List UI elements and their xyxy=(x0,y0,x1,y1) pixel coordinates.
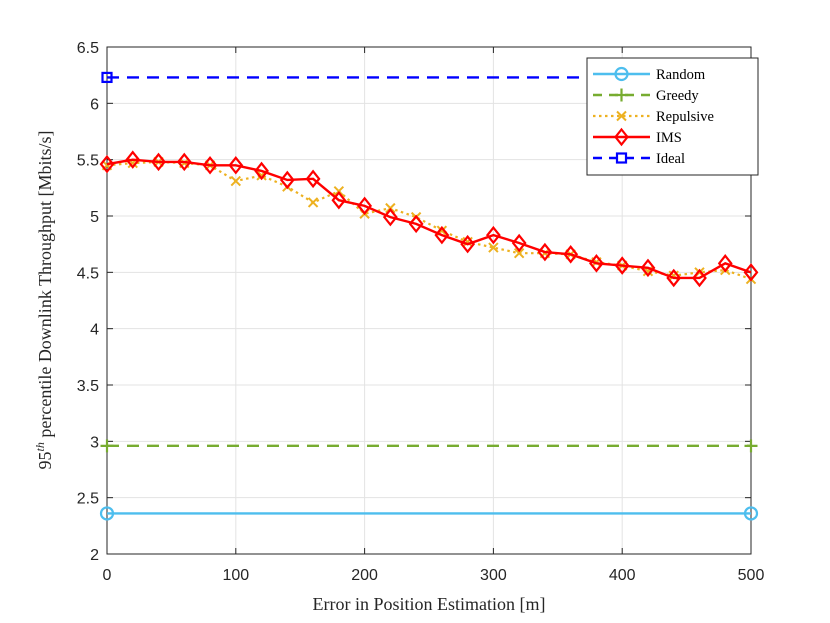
y-tick-label: 3.5 xyxy=(77,378,99,395)
ims-point xyxy=(614,256,630,275)
axes-box xyxy=(106,46,752,555)
ims-point xyxy=(408,214,424,234)
legend-marker-ims xyxy=(614,127,629,147)
legend-label-greedy: Greedy xyxy=(656,88,699,104)
ims-point xyxy=(254,161,269,181)
legend-marker-greedy xyxy=(615,88,628,102)
y-tick-label: 6.5 xyxy=(77,40,99,57)
y-axis-title-superscript: th xyxy=(33,442,47,451)
ims-point xyxy=(743,263,759,282)
repulsive-point xyxy=(488,242,499,253)
ims-point xyxy=(460,234,476,254)
ims-point xyxy=(228,156,244,175)
ims-point xyxy=(563,245,579,264)
ims-point xyxy=(717,254,733,273)
ims-point xyxy=(305,169,321,189)
legend-label-repulsive: Repulsive xyxy=(656,109,714,125)
legend-marker-repulsive xyxy=(616,110,627,122)
ims-point xyxy=(640,258,656,278)
ims-point xyxy=(589,254,604,273)
ims-point xyxy=(125,150,141,169)
x-tick-label: 200 xyxy=(351,567,378,584)
random-point xyxy=(743,506,759,521)
ims-point xyxy=(279,170,295,190)
ims-point xyxy=(537,242,553,262)
y-tick-label: 5 xyxy=(90,209,99,226)
random-point xyxy=(99,506,115,521)
ims-point xyxy=(151,152,166,172)
x-tick-label: 400 xyxy=(609,567,636,584)
repulsive-point xyxy=(513,247,525,259)
greedy-point xyxy=(100,439,114,453)
legend-label-ims: IMS xyxy=(656,130,682,146)
x-axis-title: Error in Position Estimation [m] xyxy=(313,594,546,614)
tick-labels: 0 100 200 300 400 500 2 2.5 3 3.5 4 4.5 5 5.5 6 6.5 xyxy=(77,40,765,584)
x-tick-label: 0 xyxy=(103,567,112,584)
y-tick-label: 3 xyxy=(90,434,99,451)
y-tick-label: 2.5 xyxy=(77,491,99,508)
ims-point xyxy=(485,225,501,245)
ims-point xyxy=(666,268,682,288)
ims-point xyxy=(331,190,347,210)
ims-point xyxy=(434,225,450,245)
ims-point xyxy=(511,233,527,253)
repulsive-point xyxy=(307,197,319,208)
ims-point xyxy=(357,196,373,216)
x-tick-label: 100 xyxy=(222,567,249,584)
repulsive-point xyxy=(230,175,242,187)
ims-point xyxy=(692,268,707,288)
y-tick-label: 4 xyxy=(90,322,99,339)
series-greedy xyxy=(100,439,758,453)
series-random xyxy=(99,506,759,521)
x-tick-label: 300 xyxy=(480,567,507,584)
x-tick-label: 500 xyxy=(738,567,765,584)
legend-marker-random xyxy=(614,66,629,82)
ims-point xyxy=(202,156,218,175)
y-axis-title: 95th percentile Downlink Throughput [Mbi… xyxy=(33,131,55,470)
y-tick-label: 2 xyxy=(90,547,99,564)
y-tick-label: 4.5 xyxy=(77,265,99,282)
y-tick-label: 5.5 xyxy=(77,153,99,170)
ims-point xyxy=(382,207,398,227)
series-layer xyxy=(99,71,759,521)
legend-label-random: Random xyxy=(656,67,706,83)
y-axis-title-prefix: 95 xyxy=(35,451,55,469)
greedy-point xyxy=(744,439,758,453)
legend-marker-ideal xyxy=(615,152,628,164)
y-tick-label: 6 xyxy=(90,96,99,113)
legend: Random Greedy Repulsive IMS Ideal xyxy=(586,57,759,176)
ims-point xyxy=(176,152,192,172)
y-axis-title-rest: percentile Downlink Throughput [Mbits/s] xyxy=(35,131,55,443)
legend-label-ideal: Ideal xyxy=(656,151,685,167)
ims-point xyxy=(99,154,115,174)
series-ims xyxy=(99,150,759,288)
ideal-point xyxy=(101,71,113,84)
